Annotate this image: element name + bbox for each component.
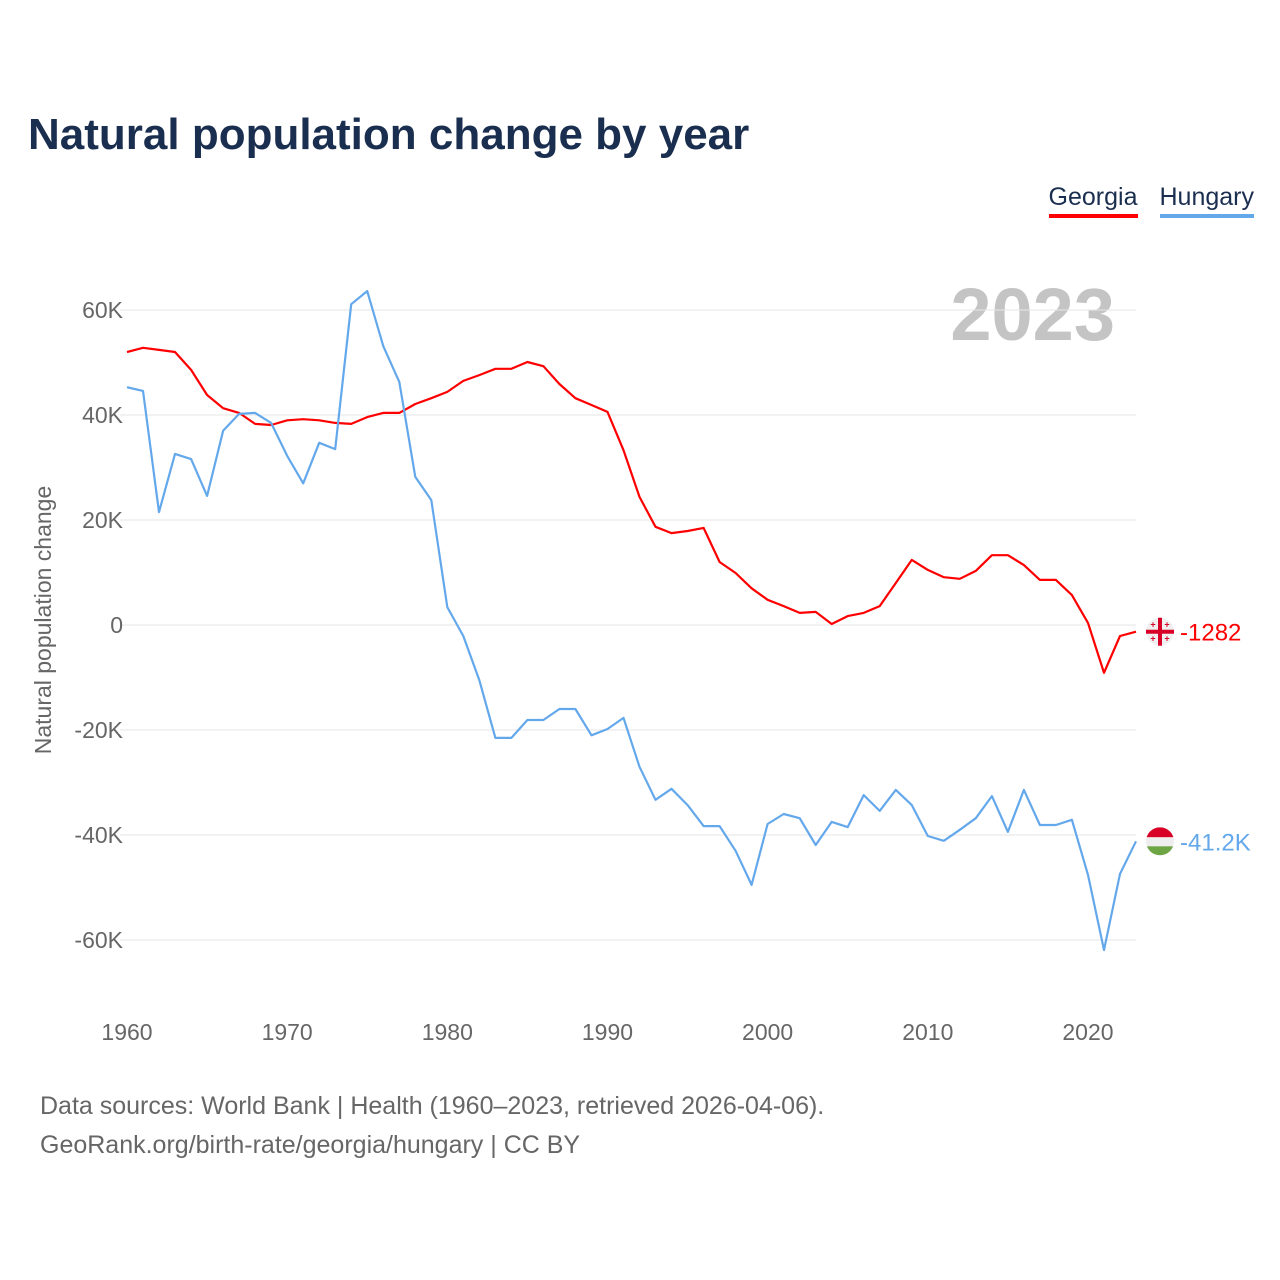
flag-red: [1146, 827, 1174, 838]
legend-georgia[interactable]: Georgia: [1048, 183, 1138, 218]
x-tick-label: 2000: [742, 1019, 793, 1045]
georgia-flag-icon: + + + +: [1146, 617, 1174, 646]
flag-small-cross: +: [1150, 634, 1155, 644]
y-tick-label: 20K: [82, 507, 124, 533]
end-value-label: -41.2K: [1180, 829, 1251, 856]
series-line-hungary: [126, 290, 1137, 952]
legend: Georgia Hungary: [1048, 183, 1254, 218]
footer-link[interactable]: GeoRank.org/birth-rate/georgia/hungary |…: [40, 1131, 581, 1159]
y-tick-label: -60K: [74, 927, 123, 953]
y-tick-label: -40K: [74, 822, 123, 848]
hungary-flag-icon: [1146, 827, 1174, 856]
chart-title: Natural population change by year: [28, 110, 750, 159]
x-tick-label: 1970: [262, 1019, 313, 1045]
footer-sources: Data sources: World Bank | Health (1960–…: [40, 1092, 825, 1120]
flag-small-cross: +: [1150, 620, 1155, 630]
x-tick-label: 1980: [422, 1019, 473, 1045]
series-line-georgia: [126, 346, 1137, 674]
flag-small-cross: +: [1164, 620, 1169, 630]
x-tick-label: 2010: [902, 1019, 953, 1045]
y-tick-label: 40K: [82, 402, 124, 428]
end-value-label: -1282: [1180, 620, 1241, 647]
y-axis-label: Natural population change: [30, 486, 56, 755]
flag-cross-v: [1158, 617, 1162, 646]
y-tick-label: 0: [110, 612, 123, 638]
x-tick-label: 1960: [101, 1019, 152, 1045]
flag-white: [1146, 837, 1174, 847]
x-tick-label: 2020: [1062, 1019, 1113, 1045]
y-tick-label: 60K: [82, 297, 124, 323]
x-tick-label: 1990: [582, 1019, 633, 1045]
flag-green: [1146, 846, 1174, 856]
footer: Data sources: World Bank | Health (1960–…: [40, 1087, 824, 1165]
y-tick-label: -20K: [74, 717, 123, 743]
legend-hungary[interactable]: Hungary: [1159, 183, 1254, 218]
year-watermark: 2023: [950, 273, 1115, 356]
flag-small-cross: +: [1164, 634, 1169, 644]
